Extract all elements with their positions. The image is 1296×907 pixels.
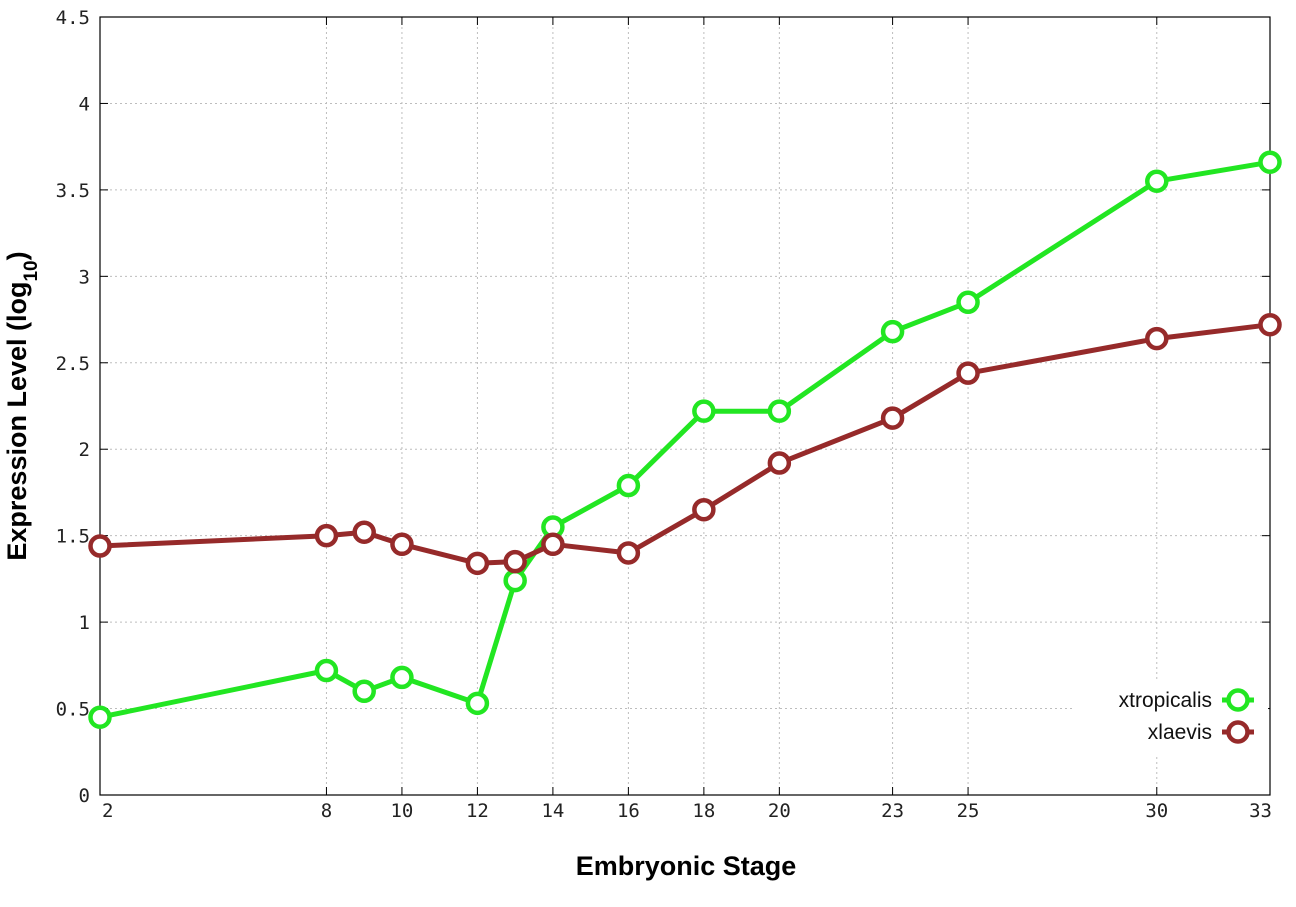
legend-swatch-marker (1226, 720, 1250, 744)
data-point-xtropicalis (880, 319, 905, 344)
x-tick-label: 33 (1249, 800, 1272, 822)
x-tick-label: 2 (102, 800, 113, 822)
x-tick-label: 8 (321, 800, 332, 822)
data-point-xtropicalis (352, 679, 376, 704)
data-point-xlaevis (767, 451, 792, 475)
y-axis-title-subscript: 10 (21, 260, 42, 281)
y-tick-label: 3 (79, 266, 90, 288)
y-tick-label: 1.5 (56, 526, 90, 548)
data-point-xtropicalis (390, 665, 414, 690)
x-tick-label: 30 (1145, 800, 1168, 822)
legend: xtropicalis xlaevis (1072, 680, 1268, 756)
data-point-xlaevis (1258, 312, 1282, 337)
x-tick-label: 10 (390, 800, 413, 822)
series-line-xtropicalis (99, 159, 1271, 720)
data-point-xlaevis (88, 534, 112, 558)
data-point-xlaevis (692, 497, 716, 522)
data-point-xtropicalis (314, 658, 339, 683)
data-point-xlaevis (352, 520, 376, 544)
y-tick-label: 1 (79, 612, 90, 634)
data-point-xlaevis (541, 532, 565, 557)
grid-lines (100, 17, 1270, 795)
data-point-xtropicalis (1145, 169, 1169, 193)
data-point-xtropicalis (465, 691, 490, 716)
data-point-xtropicalis (616, 473, 641, 498)
x-tick-label: 12 (466, 800, 489, 822)
data-point-xlaevis (616, 541, 641, 565)
x-tick-label: 23 (881, 800, 904, 822)
x-axis-title: Embryonic Stage (576, 851, 797, 881)
y-tick-label: 2 (79, 439, 90, 461)
y-tick-label: 3.5 (56, 180, 90, 202)
data-point-xlaevis (465, 551, 490, 576)
x-tick-label: 18 (692, 800, 715, 822)
data-point-xtropicalis (88, 705, 112, 729)
data-point-xlaevis (1145, 326, 1169, 351)
y-tick-label: 0 (79, 785, 90, 807)
data-point-xlaevis (314, 523, 339, 548)
plot-frame (99, 16, 1271, 796)
legend-swatch-marker (1226, 688, 1250, 712)
data-point-xtropicalis (767, 399, 792, 423)
y-tick-label: 2.5 (56, 353, 90, 375)
legend-label: xtropicalis (1119, 689, 1212, 712)
y-axis-title: Expression Level (log10) (2, 251, 42, 560)
y-axis-title-main: Expression Level (log (2, 282, 32, 561)
data-point-xlaevis (880, 406, 905, 430)
x-tick-label: 20 (768, 800, 791, 822)
y-tick-label: 4 (79, 93, 90, 115)
x-tick-label: 16 (617, 800, 640, 822)
data-point-xtropicalis (692, 399, 716, 423)
axis-ticks: 0 0.5 1 1.5 2 2.5 3 3.5 4 4.5 2 8 10 12 14 16 18 20 23 25 30… (56, 7, 1272, 822)
legend-label: xlaevis (1148, 721, 1212, 744)
series-xtropicalis (88, 150, 1282, 729)
data-point-xtropicalis (1258, 150, 1282, 174)
y-tick-label: 0.5 (56, 699, 90, 721)
y-tick-label: 4.5 (56, 7, 90, 29)
legend-item-xlaevis: xlaevis (1148, 720, 1254, 744)
series-layer (88, 150, 1282, 729)
x-tick-label: 25 (957, 800, 980, 822)
x-tick-label: 14 (541, 800, 564, 822)
data-point-xtropicalis (956, 290, 980, 315)
series-xlaevis (88, 312, 1282, 576)
y-axis-title-suffix: ) (2, 251, 32, 260)
data-point-xlaevis (956, 361, 980, 385)
data-point-xlaevis (503, 549, 527, 574)
data-point-xlaevis (390, 532, 414, 557)
series-line-xlaevis (99, 322, 1271, 566)
data-point-xtropicalis (503, 568, 527, 593)
legend-item-xtropicalis: xtropicalis (1119, 688, 1254, 712)
